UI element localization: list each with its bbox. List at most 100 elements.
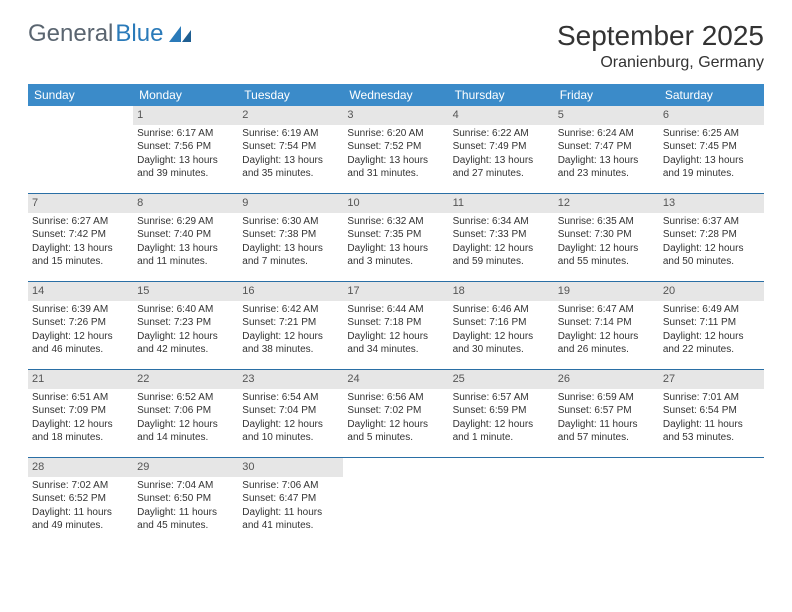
daylight-text: and 57 minutes. [558, 431, 655, 445]
weekday-header: Wednesday [343, 84, 448, 106]
day-number: 11 [449, 194, 554, 213]
calendar-row: 28Sunrise: 7:02 AMSunset: 6:52 PMDayligh… [28, 458, 764, 546]
sunrise-text: Sunrise: 6:37 AM [663, 215, 760, 229]
sunset-text: Sunset: 7:38 PM [242, 228, 339, 242]
sunrise-text: Sunrise: 6:34 AM [453, 215, 550, 229]
sunrise-text: Sunrise: 6:59 AM [558, 391, 655, 405]
calendar-cell: 17Sunrise: 6:44 AMSunset: 7:18 PMDayligh… [343, 282, 448, 370]
daylight-text: Daylight: 11 hours [32, 506, 129, 520]
calendar-cell: 9 Sunrise: 6:30 AMSunset: 7:38 PMDaylight… [238, 194, 343, 282]
calendar-cell [343, 458, 448, 546]
sunrise-text: Sunrise: 6:46 AM [453, 303, 550, 317]
calendar-cell: 15Sunrise: 6:40 AMSunset: 7:23 PMDayligh… [133, 282, 238, 370]
daylight-text: Daylight: 12 hours [242, 330, 339, 344]
sunrise-text: Sunrise: 6:47 AM [558, 303, 655, 317]
sunrise-text: Sunrise: 6:30 AM [242, 215, 339, 229]
daylight-text: and 19 minutes. [663, 167, 760, 181]
calendar-cell: 2Sunrise: 6:19 AMSunset: 7:54 PMDaylight… [238, 106, 343, 194]
daylight-text: Daylight: 11 hours [137, 506, 234, 520]
calendar-cell: 6Sunrise: 6:25 AMSunset: 7:45 PMDaylight… [659, 106, 764, 194]
daylight-text: and 42 minutes. [137, 343, 234, 357]
logo-text-gray: General [28, 20, 113, 48]
daylight-text: and 18 minutes. [32, 431, 129, 445]
daylight-text: and 7 minutes. [242, 255, 339, 269]
month-title: September 2025 [557, 20, 764, 52]
day-number: 26 [554, 370, 659, 389]
daylight-text: Daylight: 11 hours [558, 418, 655, 432]
sunset-text: Sunset: 7:09 PM [32, 404, 129, 418]
day-number: 9 [238, 194, 343, 213]
daylight-text: Daylight: 13 hours [242, 242, 339, 256]
sunrise-text: Sunrise: 6:40 AM [137, 303, 234, 317]
sunrise-text: Sunrise: 6:32 AM [347, 215, 444, 229]
sunset-text: Sunset: 7:30 PM [558, 228, 655, 242]
sunset-text: Sunset: 7:14 PM [558, 316, 655, 330]
sunset-text: Sunset: 6:47 PM [242, 492, 339, 506]
sunset-text: Sunset: 7:23 PM [137, 316, 234, 330]
calendar-cell: 1Sunrise: 6:17 AMSunset: 7:56 PMDaylight… [133, 106, 238, 194]
daylight-text: Daylight: 13 hours [137, 154, 234, 168]
day-number: 2 [238, 106, 343, 125]
sunset-text: Sunset: 7:06 PM [137, 404, 234, 418]
day-number: 22 [133, 370, 238, 389]
daylight-text: and 38 minutes. [242, 343, 339, 357]
weekday-header: Monday [133, 84, 238, 106]
weekday-header: Saturday [659, 84, 764, 106]
logo: GeneralBlue [28, 20, 193, 48]
daylight-text: Daylight: 11 hours [242, 506, 339, 520]
sunset-text: Sunset: 6:59 PM [453, 404, 550, 418]
calendar-cell: 13Sunrise: 6:37 AMSunset: 7:28 PMDayligh… [659, 194, 764, 282]
daylight-text: Daylight: 13 hours [242, 154, 339, 168]
daylight-text: Daylight: 12 hours [663, 330, 760, 344]
daylight-text: and 53 minutes. [663, 431, 760, 445]
sunset-text: Sunset: 7:16 PM [453, 316, 550, 330]
sunset-text: Sunset: 7:52 PM [347, 140, 444, 154]
day-number: 20 [659, 282, 764, 301]
day-number: 14 [28, 282, 133, 301]
weekday-header-row: Sunday Monday Tuesday Wednesday Thursday… [28, 84, 764, 106]
sunrise-text: Sunrise: 6:49 AM [663, 303, 760, 317]
calendar-cell: 22Sunrise: 6:52 AMSunset: 7:06 PMDayligh… [133, 370, 238, 458]
sunset-text: Sunset: 6:57 PM [558, 404, 655, 418]
daylight-text: Daylight: 13 hours [137, 242, 234, 256]
daylight-text: and 3 minutes. [347, 255, 444, 269]
sunset-text: Sunset: 7:42 PM [32, 228, 129, 242]
sunrise-text: Sunrise: 6:56 AM [347, 391, 444, 405]
sunset-text: Sunset: 7:40 PM [137, 228, 234, 242]
daylight-text: and 10 minutes. [242, 431, 339, 445]
daylight-text: and 39 minutes. [137, 167, 234, 181]
day-number: 29 [133, 458, 238, 477]
calendar-cell: 26 Sunrise: 6:59 AMSunset: 6:57 PMDayligh… [554, 370, 659, 458]
day-number: 3 [343, 106, 448, 125]
daylight-text: and 49 minutes. [32, 519, 129, 533]
day-number: 16 [238, 282, 343, 301]
daylight-text: and 15 minutes. [32, 255, 129, 269]
sunset-text: Sunset: 7:33 PM [453, 228, 550, 242]
sunset-text: Sunset: 7:54 PM [242, 140, 339, 154]
day-number: 8 [133, 194, 238, 213]
weekday-header: Thursday [449, 84, 554, 106]
calendar-cell [659, 458, 764, 546]
sunrise-text: Sunrise: 6:20 AM [347, 127, 444, 141]
daylight-text: and 55 minutes. [558, 255, 655, 269]
day-number: 25 [449, 370, 554, 389]
daylight-text: and 27 minutes. [453, 167, 550, 181]
daylight-text: Daylight: 12 hours [32, 330, 129, 344]
calendar-cell: 25Sunrise: 6:57 AMSunset: 6:59 PMDayligh… [449, 370, 554, 458]
sunset-text: Sunset: 6:50 PM [137, 492, 234, 506]
daylight-text: and 22 minutes. [663, 343, 760, 357]
calendar-cell: 20 Sunrise: 6:49 AMSunset: 7:11 PMDayligh… [659, 282, 764, 370]
sunset-text: Sunset: 7:56 PM [137, 140, 234, 154]
sunrise-text: Sunrise: 6:24 AM [558, 127, 655, 141]
daylight-text: and 41 minutes. [242, 519, 339, 533]
day-number: 6 [659, 106, 764, 125]
day-number: 4 [449, 106, 554, 125]
day-number: 18 [449, 282, 554, 301]
day-number: 23 [238, 370, 343, 389]
day-number: 10 [343, 194, 448, 213]
sunset-text: Sunset: 7:04 PM [242, 404, 339, 418]
daylight-text: Daylight: 12 hours [137, 418, 234, 432]
sunset-text: Sunset: 7:11 PM [663, 316, 760, 330]
daylight-text: and 30 minutes. [453, 343, 550, 357]
sunrise-text: Sunrise: 6:42 AM [242, 303, 339, 317]
